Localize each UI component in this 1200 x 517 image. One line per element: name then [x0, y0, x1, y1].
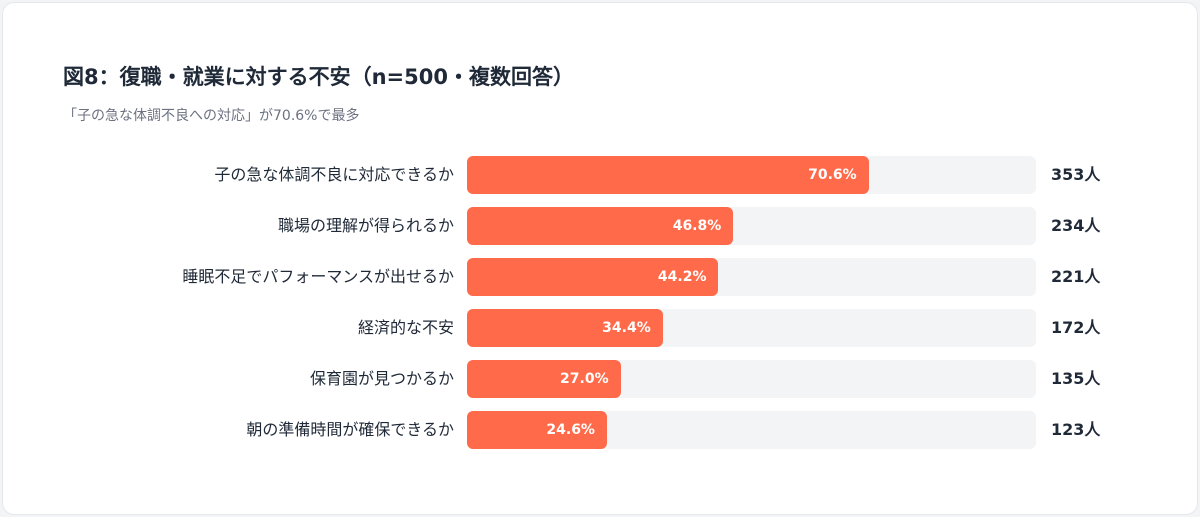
category-label: 保育園が見つかるか: [309, 369, 454, 388]
bar-track: 34.4%: [467, 309, 1036, 347]
bar-value-label: 27.0%: [560, 371, 609, 387]
bar-track: 44.2%: [467, 258, 1036, 296]
count-label: 234人: [1051, 216, 1101, 235]
bar: 44.2%: [467, 258, 719, 296]
bar-track: 70.6%: [467, 156, 1036, 194]
category-label: 子の急な体調不良に対応できるか: [214, 165, 454, 184]
bar-row: 朝の準備時間が確保できるか 24.6% 123人: [0, 411, 1200, 449]
bar: 27.0%: [467, 360, 621, 398]
category-label: 朝の準備時間が確保できるか: [246, 420, 454, 439]
bar-row: 経済的な不安 34.4% 172人: [0, 309, 1200, 347]
count-label: 172人: [1051, 318, 1101, 337]
bar-value-label: 24.6%: [546, 422, 595, 438]
bar-value-label: 34.4%: [602, 320, 651, 336]
count-label: 135人: [1051, 369, 1101, 388]
bar-row: 睡眠不足でパフォーマンスが出せるか 44.2% 221人: [0, 258, 1200, 296]
bar-value-label: 44.2%: [657, 269, 707, 285]
bar-track: 27.0%: [467, 360, 1036, 398]
count-label: 221人: [1051, 267, 1101, 286]
count-label: 353人: [1051, 165, 1101, 184]
bar: 70.6%: [467, 156, 869, 194]
bar: 24.6%: [467, 411, 607, 449]
bar: 34.4%: [467, 309, 663, 347]
bar-value-label: 70.6%: [808, 167, 857, 183]
bar-row: 職場の理解が得られるか 46.8% 234人: [0, 207, 1200, 245]
category-label: 職場の理解が得られるか: [277, 216, 454, 235]
bar-row: 保育園が見つかるか 27.0% 135人: [0, 360, 1200, 398]
bar-value-label: 46.8%: [672, 218, 722, 234]
category-label: 睡眠不足でパフォーマンスが出せるか: [182, 267, 454, 286]
chart-subtitle: 「子の急な体調不良への対応」が70.6%で最多: [63, 108, 360, 124]
bar: 46.8%: [467, 207, 734, 245]
bar-row: 子の急な体調不良に対応できるか 70.6% 353人: [0, 156, 1200, 194]
chart-title: 図8：復職・就業に対する不安（n=500・複数回答）: [63, 65, 574, 89]
category-label: 経済的な不安: [357, 318, 454, 337]
bar-track: 46.8%: [467, 207, 1036, 245]
bar-track: 24.6%: [467, 411, 1036, 449]
count-label: 123人: [1051, 420, 1101, 439]
